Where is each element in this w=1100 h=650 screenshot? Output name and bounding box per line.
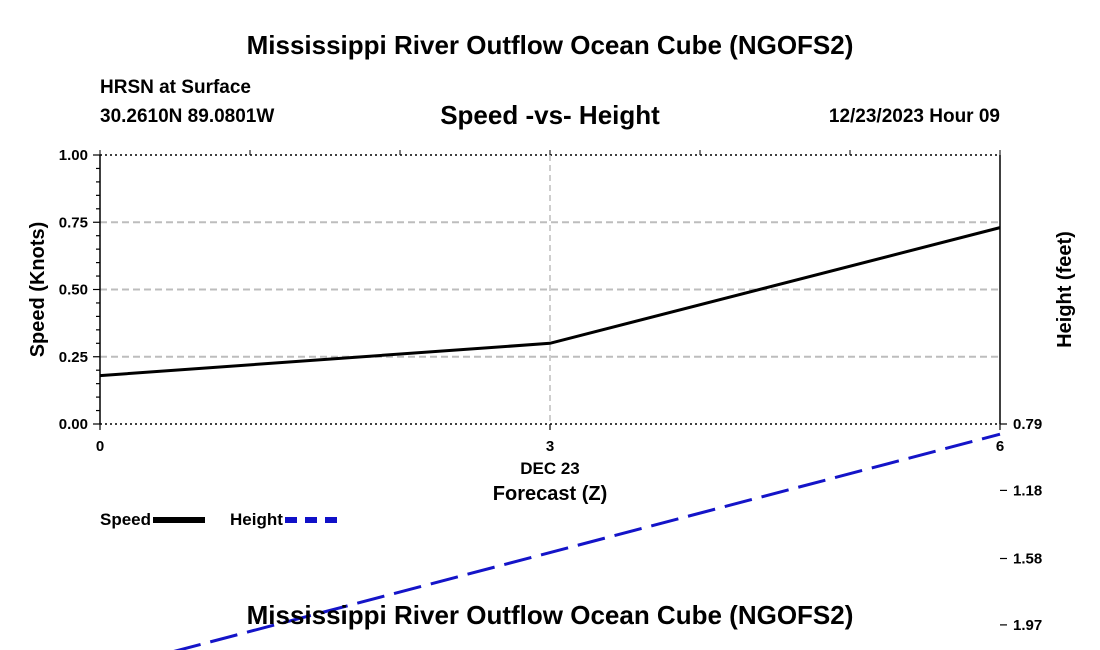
y-tick-label-left: 0.50 <box>59 282 88 299</box>
station-label: HRSN at Surface <box>100 77 251 98</box>
y-tick-label-right: 1.18 <box>1013 482 1042 499</box>
legend-speed-label: Speed <box>100 510 152 529</box>
series-line-height <box>173 432 1001 650</box>
chart-subtitle: Speed -vs- Height <box>440 100 660 130</box>
y-tick-label-left: 1.00 <box>59 147 88 164</box>
legend-speed: Speed <box>100 510 206 530</box>
x-axis-label: Forecast (Z) <box>493 483 607 505</box>
y-tick-label-left: 0.00 <box>59 416 88 433</box>
legend-speed-swatch <box>153 517 206 523</box>
y-tick-label-left: 0.25 <box>59 349 88 366</box>
legend-height: Height <box>230 510 337 530</box>
footer-title: Mississippi River Outflow Ocean Cube (NG… <box>246 600 854 630</box>
y-axis-label-left: Speed (Knots) <box>27 222 49 358</box>
page-title: Mississippi River Outflow Ocean Cube (NG… <box>246 30 854 60</box>
y-axis-label-right: Height (feet) <box>1054 231 1076 348</box>
x-tick-label: 0 <box>96 438 104 455</box>
station-coordinates: 30.2610N 89.0801W <box>100 106 275 127</box>
series-line-speed <box>99 226 1001 378</box>
x-tick-label: 6 <box>996 438 1004 455</box>
y-tick-label-left: 0.75 <box>59 214 88 231</box>
x-date-label: DEC 23 <box>520 459 580 478</box>
y-tick-label-right: 1.97 <box>1013 617 1042 634</box>
legend-height-label: Height <box>230 510 283 529</box>
forecast-datetime: 12/23/2023 Hour 09 <box>828 106 1000 127</box>
legend-height-swatch <box>284 517 337 523</box>
x-tick-label: 3 <box>546 438 554 455</box>
y-tick-label-right: 1.58 <box>1013 551 1042 568</box>
y-tick-label-right: 0.79 <box>1013 416 1042 433</box>
